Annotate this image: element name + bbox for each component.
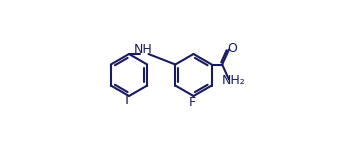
Text: I: I	[125, 93, 129, 107]
Text: NH₂: NH₂	[222, 75, 245, 87]
Text: F: F	[189, 96, 196, 108]
Text: NH: NH	[134, 43, 153, 56]
Text: O: O	[227, 42, 237, 54]
